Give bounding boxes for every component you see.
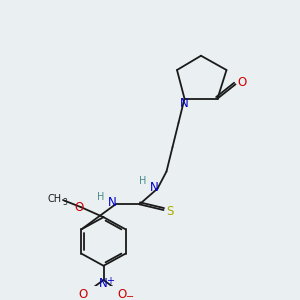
Text: O: O [79,288,88,300]
Text: H: H [139,176,146,187]
Text: H: H [97,192,104,202]
Text: 3: 3 [62,198,67,207]
Text: O: O [238,76,247,89]
Text: N: N [180,97,189,110]
Text: CH: CH [48,194,62,204]
Text: O: O [118,288,127,300]
Text: N: N [108,196,117,209]
Text: −: − [126,292,135,300]
Text: O: O [74,201,83,214]
Text: N: N [150,181,159,194]
Text: S: S [167,205,174,218]
Text: N: N [98,277,107,290]
Text: +: + [106,277,114,286]
